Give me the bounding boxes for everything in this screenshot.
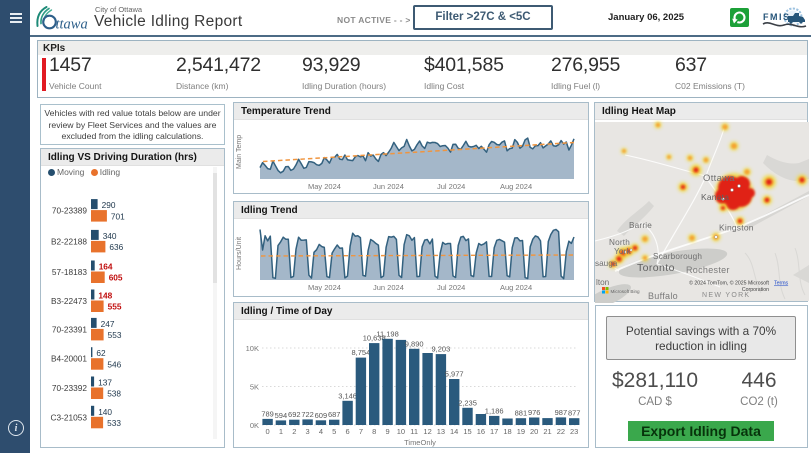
svg-text:17: 17 xyxy=(490,427,498,436)
svg-text:North: North xyxy=(609,238,630,247)
svg-text:10K: 10K xyxy=(246,344,259,353)
svg-text:19: 19 xyxy=(517,427,525,436)
svg-text:12: 12 xyxy=(423,427,431,436)
svg-text:137: 137 xyxy=(98,378,112,388)
svg-text:789: 789 xyxy=(261,409,274,418)
svg-text:11,198: 11,198 xyxy=(376,329,398,338)
svg-text:York: York xyxy=(614,247,632,256)
svg-text:976: 976 xyxy=(528,408,541,417)
svg-text:594: 594 xyxy=(275,411,288,420)
svg-text:16: 16 xyxy=(477,427,485,436)
svg-text:70-23391: 70-23391 xyxy=(52,324,87,334)
svg-text:533: 533 xyxy=(107,418,121,428)
svg-text:1,186: 1,186 xyxy=(485,406,504,415)
svg-text:553: 553 xyxy=(108,330,122,340)
svg-text:sauga: sauga xyxy=(595,259,618,268)
svg-text:ttawa: ttawa xyxy=(56,17,88,33)
svg-text:14: 14 xyxy=(450,427,458,436)
svg-text:987: 987 xyxy=(555,408,568,417)
svg-text:7: 7 xyxy=(359,427,363,436)
svg-text:5K: 5K xyxy=(250,383,259,392)
svg-text:Ottawa: Ottawa xyxy=(703,173,735,184)
svg-text:15: 15 xyxy=(463,427,471,436)
svg-text:B4-20001: B4-20001 xyxy=(51,354,87,364)
svg-text:6: 6 xyxy=(346,427,350,436)
svg-text:10,638: 10,638 xyxy=(363,334,386,343)
svg-text:0: 0 xyxy=(266,427,270,436)
svg-text:555: 555 xyxy=(108,302,122,312)
svg-text:20: 20 xyxy=(530,427,538,436)
svg-text:701: 701 xyxy=(111,211,125,221)
svg-text:Kanata: Kanata xyxy=(701,192,729,202)
svg-text:9,203: 9,203 xyxy=(432,345,451,354)
svg-text:340: 340 xyxy=(103,231,117,241)
svg-text:3: 3 xyxy=(306,427,310,436)
svg-text:62: 62 xyxy=(96,348,106,358)
svg-text:1: 1 xyxy=(279,427,283,436)
svg-text:11: 11 xyxy=(410,427,418,436)
svg-text:722: 722 xyxy=(301,410,314,419)
svg-text:247: 247 xyxy=(101,319,115,329)
svg-text:605: 605 xyxy=(109,273,123,283)
svg-text:B3-22473: B3-22473 xyxy=(51,296,87,306)
svg-text:NEW YORK: NEW YORK xyxy=(702,292,750,299)
svg-text:636: 636 xyxy=(109,242,123,252)
svg-text:Barrie: Barrie xyxy=(629,221,652,230)
svg-text:8: 8 xyxy=(372,427,376,436)
svg-text:lton: lton xyxy=(596,278,610,287)
svg-text:22: 22 xyxy=(557,427,565,436)
svg-text:10: 10 xyxy=(397,427,405,436)
svg-text:609: 609 xyxy=(315,411,328,420)
svg-text:148: 148 xyxy=(98,291,112,301)
svg-text:70-23389: 70-23389 xyxy=(52,206,87,216)
svg-text:Rochester: Rochester xyxy=(686,265,730,275)
svg-text:Kingston: Kingston xyxy=(719,223,754,233)
svg-text:687: 687 xyxy=(328,410,341,419)
svg-text:Terms: Terms xyxy=(774,281,789,287)
svg-text:290: 290 xyxy=(102,200,116,210)
svg-text:5,977: 5,977 xyxy=(445,370,464,379)
svg-text:© 2024 TomTom, © 2025 Microsof: © 2024 TomTom, © 2025 Microsoft xyxy=(689,280,769,287)
svg-text:4: 4 xyxy=(319,427,323,436)
svg-text:2,235: 2,235 xyxy=(458,398,477,407)
svg-text:8,754: 8,754 xyxy=(352,348,371,357)
svg-text:23: 23 xyxy=(570,427,578,436)
svg-text:B2-22188: B2-22188 xyxy=(51,236,87,246)
svg-text:21: 21 xyxy=(543,427,551,436)
svg-text:2: 2 xyxy=(292,427,296,436)
svg-text:0K: 0K xyxy=(250,421,259,430)
svg-text:Corporation: Corporation xyxy=(742,287,769,293)
svg-text:Scarborough: Scarborough xyxy=(653,252,702,261)
svg-text:FMIS: FMIS xyxy=(763,12,791,22)
svg-text:877: 877 xyxy=(568,409,581,418)
svg-text:3,146: 3,146 xyxy=(338,391,357,400)
svg-text:140: 140 xyxy=(98,407,112,417)
svg-text:TimeOnly: TimeOnly xyxy=(404,438,436,447)
svg-text:Toronto: Toronto xyxy=(637,262,675,274)
svg-text:692: 692 xyxy=(288,410,301,419)
svg-text:57-18183: 57-18183 xyxy=(52,267,87,277)
svg-text:Microsoft Bing: Microsoft Bing xyxy=(611,289,641,294)
svg-text:9: 9 xyxy=(386,427,390,436)
svg-text:70-23392: 70-23392 xyxy=(52,383,87,393)
svg-text:13: 13 xyxy=(437,427,445,436)
svg-text:5: 5 xyxy=(332,427,336,436)
svg-text:C3-21053: C3-21053 xyxy=(51,412,88,422)
svg-text:9,890: 9,890 xyxy=(405,339,424,348)
svg-text:546: 546 xyxy=(107,359,121,369)
svg-text:18: 18 xyxy=(503,427,511,436)
svg-text:538: 538 xyxy=(107,389,121,399)
svg-text:Buffalo: Buffalo xyxy=(648,291,678,301)
svg-text:164: 164 xyxy=(99,262,113,272)
svg-text:881: 881 xyxy=(515,409,528,418)
